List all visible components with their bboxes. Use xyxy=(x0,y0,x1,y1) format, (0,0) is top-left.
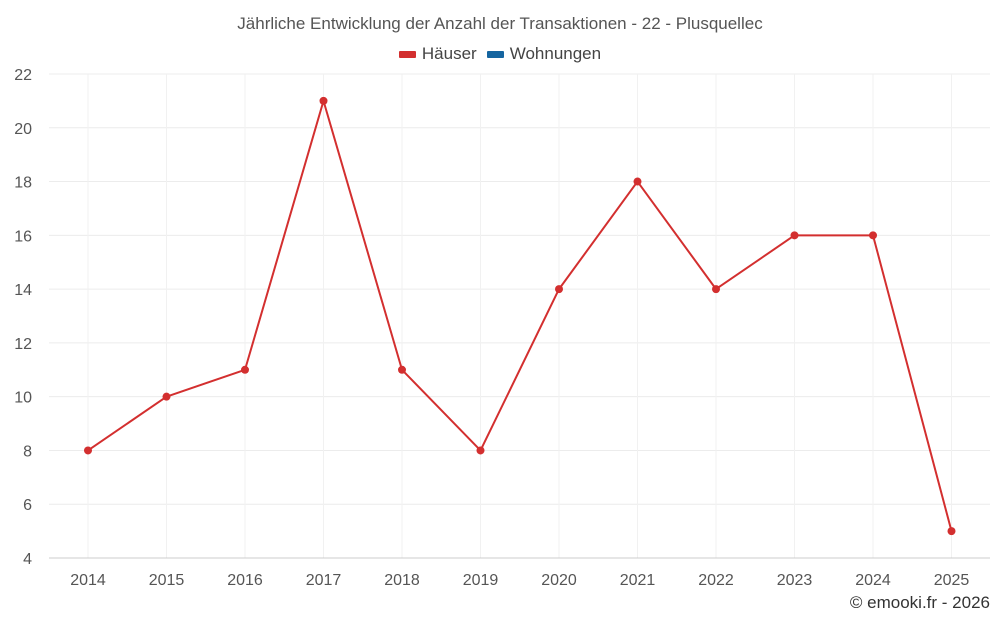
chart-title: Jährliche Entwicklung der Anzahl der Tra… xyxy=(237,14,763,33)
x-tick-label: 2017 xyxy=(306,572,342,589)
x-tick-label: 2023 xyxy=(777,572,813,589)
credit-text: © emooki.fr - 2026 xyxy=(849,593,990,612)
legend-swatch-haeuser xyxy=(398,50,416,58)
x-tick-label: 2021 xyxy=(620,572,656,589)
legend: Häuser Wohnungen xyxy=(0,44,1000,64)
y-tick-label: 12 xyxy=(14,336,32,353)
y-tick-label: 4 xyxy=(23,551,32,568)
x-tick-label: 2018 xyxy=(384,572,420,589)
y-tick-label: 6 xyxy=(23,497,32,514)
data-point xyxy=(162,392,171,401)
x-tick-label: 2025 xyxy=(934,572,970,589)
legend-item-haeuser[interactable]: Häuser xyxy=(398,44,477,64)
x-tick-label: 2019 xyxy=(463,572,499,589)
y-tick-label: 14 xyxy=(14,282,32,299)
data-point xyxy=(319,96,328,105)
data-point xyxy=(476,446,485,455)
data-point xyxy=(84,446,92,455)
x-tick-label: 2022 xyxy=(698,572,734,589)
y-tick-label: 18 xyxy=(14,175,32,192)
data-point xyxy=(555,285,563,294)
x-tick-label: 2015 xyxy=(149,572,185,589)
y-tick-label: 8 xyxy=(23,443,32,460)
legend-label-wohnungen: Wohnungen xyxy=(509,44,602,63)
data-point xyxy=(241,365,249,374)
y-tick-label: 16 xyxy=(14,228,32,245)
data-point xyxy=(790,231,799,240)
data-point xyxy=(712,285,720,294)
x-tick-label: 2020 xyxy=(541,572,577,589)
y-tick-label: 22 xyxy=(14,67,32,84)
data-point xyxy=(947,527,956,536)
x-tick-label: 2024 xyxy=(855,572,891,589)
x-tick-label: 2016 xyxy=(227,572,263,589)
y-tick-label: 10 xyxy=(14,390,32,407)
data-point xyxy=(633,177,642,186)
data-point xyxy=(398,365,406,374)
legend-swatch-wohnungen xyxy=(486,50,504,58)
y-tick-label: 20 xyxy=(14,121,32,138)
legend-label-haeuser: Häuser xyxy=(421,44,477,63)
data-point xyxy=(869,231,877,240)
x-tick-label: 2014 xyxy=(70,572,106,589)
legend-item-wohnungen[interactable]: Wohnungen xyxy=(486,44,602,64)
series-line-0 xyxy=(87,99,953,532)
